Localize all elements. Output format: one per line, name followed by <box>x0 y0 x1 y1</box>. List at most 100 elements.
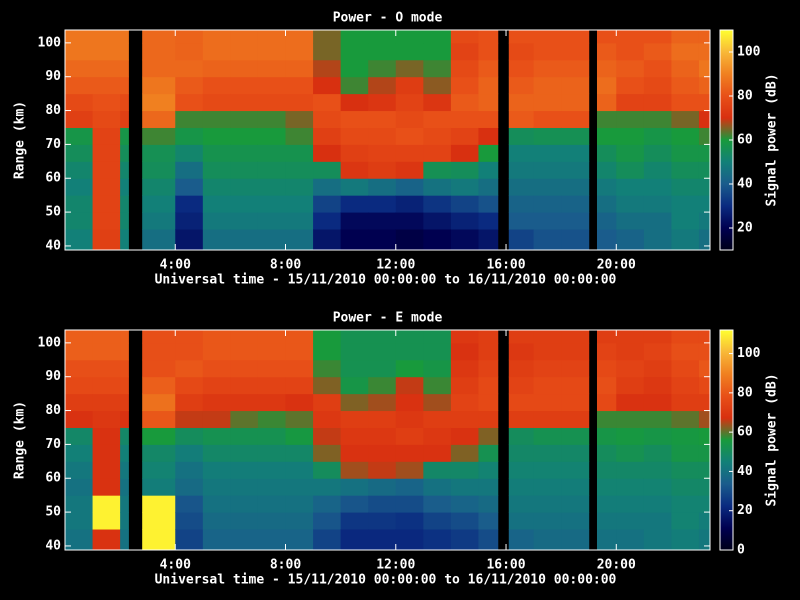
heatmap-cell <box>698 30 711 44</box>
heatmap-cell <box>92 212 121 230</box>
heatmap-cell <box>508 110 535 128</box>
heatmap-cell <box>257 110 287 128</box>
heatmap-cell <box>368 410 397 428</box>
heatmap-cell <box>65 529 94 551</box>
heatmap-cell <box>230 444 259 462</box>
heatmap-cell <box>257 410 287 428</box>
heatmap-cell <box>340 127 369 145</box>
heatmap-cell <box>340 495 369 513</box>
heatmap-cell <box>92 144 121 162</box>
heatmap-cell <box>65 495 94 513</box>
heatmap-cell <box>698 127 711 145</box>
heatmap-cell <box>313 359 342 378</box>
heatmap-cell <box>142 127 176 145</box>
heatmap-cell <box>616 393 645 412</box>
heatmap-cell <box>65 461 94 479</box>
heatmap-cell <box>368 393 397 412</box>
heatmap-cell <box>65 393 94 412</box>
heatmap-cell <box>533 161 562 179</box>
heatmap-cell <box>368 376 397 395</box>
heatmap-cell <box>671 127 700 145</box>
heatmap-cell <box>478 59 499 78</box>
heatmap-cell <box>368 212 397 230</box>
heatmap-cell <box>450 410 479 428</box>
heatmap-cell <box>423 144 452 162</box>
heatmap-cell <box>508 127 535 145</box>
heatmap-cell <box>92 330 121 344</box>
heatmap-cell <box>643 478 672 496</box>
heatmap-cell <box>423 359 452 378</box>
heatmap-cell <box>508 93 535 112</box>
heatmap-cell <box>423 427 452 445</box>
heatmap-cell <box>616 359 645 378</box>
heatmap-cell <box>561 127 590 145</box>
heatmap-cell <box>643 144 672 162</box>
heatmap-cell <box>698 42 711 61</box>
heatmap-cell <box>65 76 94 95</box>
heatmap-cell <box>423 212 452 230</box>
heatmap-cell <box>616 42 645 61</box>
heatmap-cell <box>120 495 129 513</box>
heatmap-cell <box>450 42 479 61</box>
heatmap-cell <box>202 229 231 251</box>
heatmap-cell <box>142 42 176 61</box>
heatmap-cell <box>142 110 176 128</box>
heatmap-cell <box>508 342 535 361</box>
colorbar-tick-label: 40 <box>737 177 753 192</box>
heatmap-cell <box>340 195 369 213</box>
heatmap-cell <box>120 76 129 95</box>
y-tick-label: 70 <box>45 437 61 452</box>
heatmap-cell <box>533 42 562 61</box>
heatmap-cell <box>257 461 287 479</box>
heatmap-cell <box>395 93 424 112</box>
heatmap-cell <box>561 161 590 179</box>
heatmap-cell <box>92 110 121 128</box>
heatmap-cell <box>450 93 479 112</box>
heatmap-cell <box>596 410 617 428</box>
heatmap-cell <box>395 195 424 213</box>
heatmap-cell <box>340 110 369 128</box>
heatmap-cell <box>596 76 617 95</box>
heatmap-cell <box>230 495 259 513</box>
heatmap-cell <box>596 427 617 445</box>
heatmap-cell <box>313 195 342 213</box>
heatmap-cell <box>423 59 452 78</box>
heatmap-cell <box>92 495 121 513</box>
heatmap-cell <box>508 393 535 412</box>
heatmap-cell <box>340 330 369 344</box>
heatmap-cell <box>313 161 342 179</box>
heatmap-cell <box>596 110 617 128</box>
heatmap-cell <box>92 444 121 462</box>
heatmap-cell <box>596 30 617 44</box>
heatmap-cell <box>120 30 129 44</box>
heatmap-cell <box>533 393 562 412</box>
heatmap-cell <box>313 212 342 230</box>
heatmap-cell <box>643 161 672 179</box>
heatmap-cell <box>671 30 700 44</box>
heatmap-cell <box>257 512 287 530</box>
heatmap-cell <box>120 461 129 479</box>
heatmap-cell <box>478 478 499 496</box>
heatmap-cell <box>340 93 369 112</box>
heatmap-cell <box>340 376 369 395</box>
heatmap-cell <box>616 427 645 445</box>
heatmap-cell <box>533 529 562 551</box>
heatmap-cell <box>230 195 259 213</box>
heatmap-cell <box>478 427 499 445</box>
heatmap-cell <box>698 76 711 95</box>
heatmap-cell <box>616 195 645 213</box>
heatmap-cell <box>395 144 424 162</box>
heatmap-cell <box>561 76 590 95</box>
heatmap-cell <box>65 512 94 530</box>
heatmap-cell <box>643 127 672 145</box>
heatmap-cell <box>142 478 176 496</box>
heatmap-cell <box>671 178 700 196</box>
heatmap-cell <box>395 76 424 95</box>
y-tick-label: 90 <box>45 69 61 84</box>
heatmap-cell <box>423 444 452 462</box>
heatmap-cell <box>395 229 424 251</box>
heatmap-cell <box>257 178 287 196</box>
heatmap-cell <box>698 212 711 230</box>
colorbar-tick-label: 60 <box>737 425 753 440</box>
heatmap-cell <box>202 444 231 462</box>
